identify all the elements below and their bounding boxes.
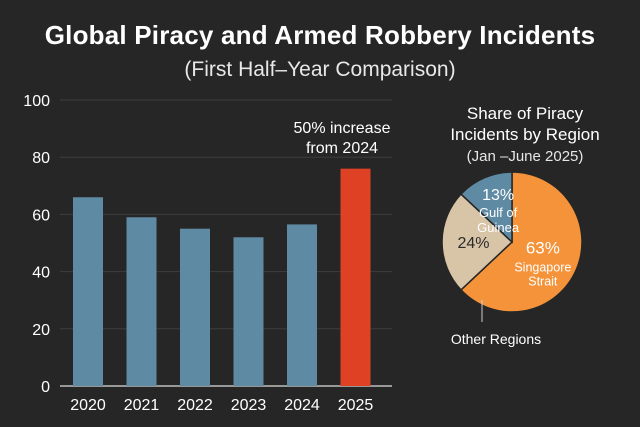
annotation-line-2: from 2024 — [305, 140, 379, 157]
increase-annotation: 50% increase from 2024 — [274, 119, 410, 159]
bar-2023 — [233, 237, 264, 386]
y-tick-label: 40 — [32, 265, 50, 282]
y-tick-label: 20 — [32, 322, 50, 339]
pie-title-line-1: Share of Piracy — [466, 104, 584, 123]
y-tick-label: 0 — [41, 379, 50, 396]
pie-title-line-2: Incidents by Region — [450, 125, 600, 144]
y-tick-label: 60 — [32, 207, 50, 224]
chart-subtitle: (First Half–Year Comparison) — [184, 58, 456, 81]
annotation-line-1: 50% increase — [293, 120, 391, 137]
pie-subtitle: (Jan –June 2025) — [466, 148, 584, 165]
x-tick-label: 2022 — [177, 397, 213, 414]
x-tick-label: 2024 — [284, 397, 320, 414]
x-tick-label: 2025 — [338, 397, 374, 414]
bar-2024 — [287, 224, 317, 386]
bar-2021 — [126, 217, 157, 386]
y-tick-label: 80 — [32, 150, 50, 167]
bar-2020 — [73, 197, 103, 386]
x-tick-label: 2021 — [124, 397, 160, 414]
bar-2025 — [340, 168, 371, 386]
y-tick-label: 100 — [23, 93, 50, 110]
chart-title: Global Piracy and Armed Robbery Incident… — [44, 20, 596, 50]
x-tick-label: 2023 — [231, 397, 267, 414]
pie-title: Share of Piracy Incidents by Region (Jan… — [430, 103, 620, 167]
x-tick-label: 2020 — [70, 397, 106, 414]
bar-2022 — [180, 228, 210, 386]
